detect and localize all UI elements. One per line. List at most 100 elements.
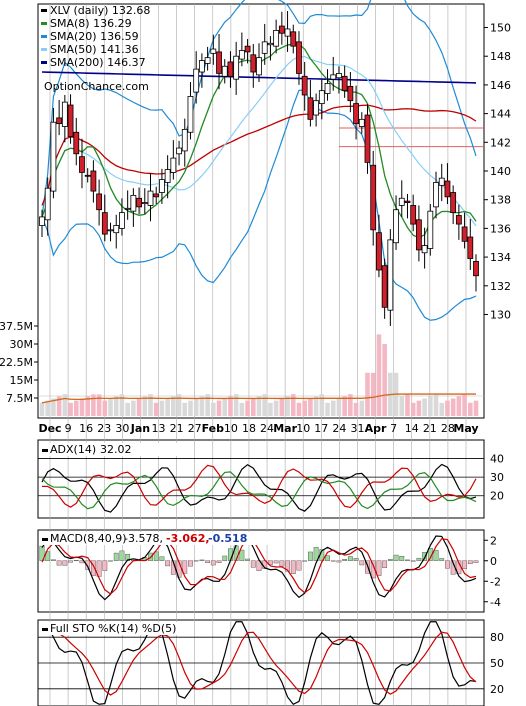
candle-body <box>44 187 51 221</box>
volume-bar <box>439 402 445 416</box>
macd-histogram-bar <box>376 560 382 576</box>
macd-histogram-bar <box>279 560 285 567</box>
macd-histogram-bar <box>205 560 211 564</box>
x-tick-label: 9 <box>65 422 72 435</box>
volume-bar <box>62 394 68 416</box>
macd-histogram-bar <box>325 555 330 561</box>
volume-tick-label: 7.5M <box>6 392 33 405</box>
price-tick-label: 150 <box>490 22 511 35</box>
candle-body <box>313 100 320 116</box>
volume-bar <box>73 400 79 416</box>
x-tick-label: 23 <box>97 422 111 435</box>
volume-bar <box>416 400 422 416</box>
volume-bar <box>405 394 410 416</box>
candle-body <box>136 197 142 208</box>
volume-bar <box>216 400 222 416</box>
candle-body <box>341 75 348 92</box>
x-tick-label: 28 <box>441 422 455 435</box>
macd-histogram-bar <box>273 560 279 564</box>
volume-bar <box>125 402 130 416</box>
candle-body <box>187 95 194 133</box>
price-tick-label: 142 <box>490 136 511 149</box>
macd-histogram-bar <box>113 552 119 561</box>
volume-bar <box>239 402 245 416</box>
candle-body <box>461 226 468 242</box>
x-tick-label: 31 <box>350 422 364 435</box>
volume-bar <box>142 396 148 416</box>
candle-body <box>67 104 74 137</box>
candle-body <box>79 156 85 173</box>
bollinger-lower-line <box>41 89 477 321</box>
volume-bar <box>330 400 336 416</box>
candle-body <box>415 219 422 251</box>
sma50-line <box>41 104 477 206</box>
adx-tick-label: 40 <box>490 453 504 466</box>
macd-value: -3.578, <box>124 532 163 545</box>
candle-body <box>113 225 120 234</box>
volume-average-line <box>41 393 476 404</box>
candle-body <box>404 200 411 203</box>
panel-frame-price <box>37 3 485 419</box>
macd-signal-line <box>41 538 477 595</box>
volume-bar <box>285 396 290 416</box>
volume-bar <box>39 402 45 416</box>
macd-histogram-bar <box>165 560 171 567</box>
volume-bar <box>353 402 359 416</box>
candle-body <box>421 245 428 254</box>
adx-series-line <box>41 463 477 513</box>
sma20-line <box>41 56 477 227</box>
candle-body <box>444 180 451 198</box>
stochastic-label-bg <box>40 622 192 635</box>
volume-bar <box>182 402 188 416</box>
volume-bar <box>131 400 136 416</box>
macd-histogram-bar <box>285 560 290 572</box>
candle-body <box>376 232 382 271</box>
volume-bar <box>370 372 376 416</box>
candle-body <box>210 48 217 54</box>
candle-body <box>96 193 103 211</box>
candle-body <box>50 121 57 192</box>
volume-bar <box>113 396 119 416</box>
price-tick-label: 130 <box>490 308 511 321</box>
candle-body <box>467 236 474 259</box>
macd-label: MACD(8,40,9) <box>50 532 127 545</box>
macd-histogram-bar <box>313 547 319 561</box>
candle-body <box>153 193 160 198</box>
macd-histogram-bar <box>353 557 359 561</box>
candle-body <box>238 50 245 60</box>
macd-histogram-bar <box>239 549 245 561</box>
x-tick-label: 10 <box>296 422 310 435</box>
x-tick-label: Apr <box>365 422 387 435</box>
volume-bar <box>279 398 285 416</box>
volume-bar <box>296 402 302 416</box>
macd-histogram-bar <box>347 556 353 561</box>
volume-bar <box>290 394 296 416</box>
volume-bar <box>56 396 62 416</box>
legend-entry: SMA(50) 141.36 <box>50 43 139 56</box>
candle-body <box>216 51 222 74</box>
macd-histogram-bar <box>268 560 273 565</box>
candle-body <box>410 205 417 225</box>
macd-histogram-bar <box>56 560 62 566</box>
x-tick-label: 24 <box>332 422 346 435</box>
panel-frame-adx <box>37 439 485 519</box>
candle-body <box>244 45 251 53</box>
volume-bar <box>456 396 462 416</box>
volume-bar <box>445 400 450 416</box>
candle-body <box>233 55 240 80</box>
price-tick-label: 140 <box>490 165 511 178</box>
volume-bar <box>68 402 73 416</box>
volume-bar <box>325 402 330 416</box>
candle-body <box>433 182 439 208</box>
stochastic-tick-label: 20 <box>490 683 504 696</box>
candle-body <box>273 29 280 47</box>
volume-bar <box>313 396 319 416</box>
volume-bar <box>410 402 416 416</box>
x-tick-label: 24 <box>260 422 274 435</box>
volume-tick-label: 37.5M <box>0 320 33 333</box>
volume-bar <box>319 394 325 416</box>
macd-histogram-bar <box>68 560 73 563</box>
macd-histogram-bar <box>330 560 336 562</box>
volume-bar <box>433 394 439 416</box>
volume-bar <box>165 398 170 416</box>
